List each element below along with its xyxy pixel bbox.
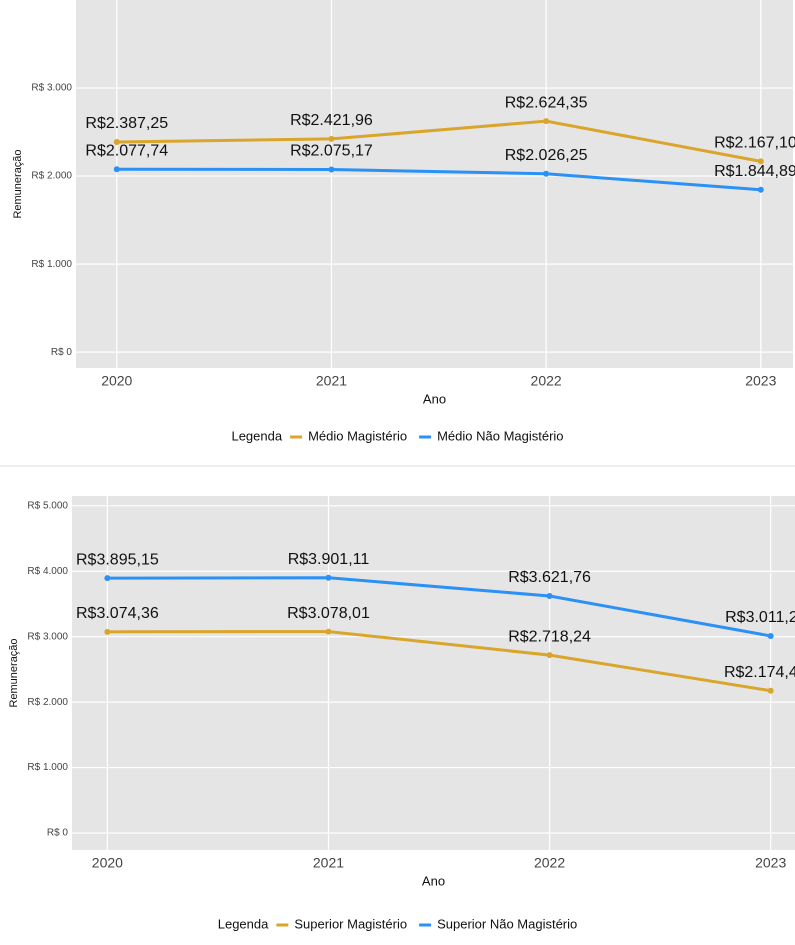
x-axis-label: Ano	[423, 391, 446, 406]
x-axis-label: Ano	[422, 873, 445, 888]
data-label: R$2.026,25	[505, 147, 588, 164]
x-tick-label: 2022	[534, 855, 565, 871]
legend-label: Superior Não Magistério	[437, 916, 577, 931]
y-tick-label: R$ 3.000	[27, 631, 68, 642]
legend-label: Médio Magistério	[308, 428, 407, 443]
data-label: R$2.624,35	[505, 94, 588, 111]
y-tick-label: R$ 3.000	[31, 83, 72, 94]
y-tick-label: R$ 2.000	[31, 171, 72, 182]
point	[767, 632, 774, 639]
data-label: R$1.844,89	[714, 163, 795, 180]
point	[757, 158, 764, 165]
data-label: R$2.077,74	[85, 142, 168, 159]
point	[328, 166, 335, 173]
point	[767, 687, 774, 694]
x-tick-label: 2021	[313, 855, 344, 871]
x-tick-label: 2023	[745, 373, 776, 389]
point	[546, 652, 553, 659]
series-line	[116, 167, 761, 192]
legend: Legenda Médio Magistério Médio Não Magisté…	[231, 428, 563, 443]
point	[325, 628, 332, 635]
y-tick-label: R$ 0	[51, 347, 73, 358]
y-tick-label: R$ 0	[47, 828, 69, 839]
x-tick-label: 2023	[755, 855, 786, 871]
data-label: R$3.621,76	[508, 569, 591, 586]
data-label: R$3.078,01	[287, 605, 370, 622]
data-label: R$2.174,46	[724, 664, 795, 681]
point	[104, 575, 111, 582]
point	[543, 170, 550, 177]
data-label: R$3.895,15	[76, 551, 159, 568]
data-label: R$2.167,10	[714, 135, 795, 152]
y-axis-label: Remuneração	[12, 149, 24, 218]
legend: Legenda Superior Magistério Superior Não M…	[218, 916, 578, 931]
legend-label: Superior Magistério	[294, 916, 407, 931]
data-label: R$2.075,17	[290, 143, 373, 160]
series-line	[116, 119, 762, 163]
plot-panel	[72, 496, 795, 850]
y-tick-label: R$ 1.000	[31, 259, 72, 270]
point	[757, 186, 764, 193]
legend-label: Médio Não Magistério	[437, 428, 563, 443]
point	[104, 628, 111, 635]
legend-title: Legenda	[218, 916, 269, 931]
series-line	[107, 630, 771, 693]
y-tick-label: R$ 1.000	[27, 762, 68, 773]
y-tick-label: R$ 5.000	[27, 500, 68, 511]
y-axis-label: Remuneração	[8, 638, 20, 707]
point	[113, 166, 120, 173]
point	[328, 135, 335, 142]
point	[543, 118, 550, 125]
data-label: R$3.901,11	[288, 551, 370, 568]
legend-title: Legenda	[231, 428, 282, 443]
x-tick-label: 2020	[101, 373, 132, 389]
x-tick-label: 2020	[92, 855, 123, 871]
series-line	[107, 576, 771, 638]
data-label: R$2.718,24	[508, 628, 591, 645]
point	[546, 592, 553, 599]
y-tick-label: R$ 2.000	[27, 697, 68, 708]
x-tick-label: 2021	[316, 373, 347, 389]
point	[113, 138, 120, 145]
data-label: R$3.074,36	[76, 605, 159, 622]
data-label: R$2.387,25	[85, 115, 168, 132]
x-tick-label: 2022	[531, 373, 562, 389]
data-label: R$2.421,96	[290, 112, 373, 129]
point	[325, 574, 332, 581]
y-tick-label: R$ 4.000	[27, 566, 68, 577]
data-label: R$3.011,20	[725, 609, 795, 626]
